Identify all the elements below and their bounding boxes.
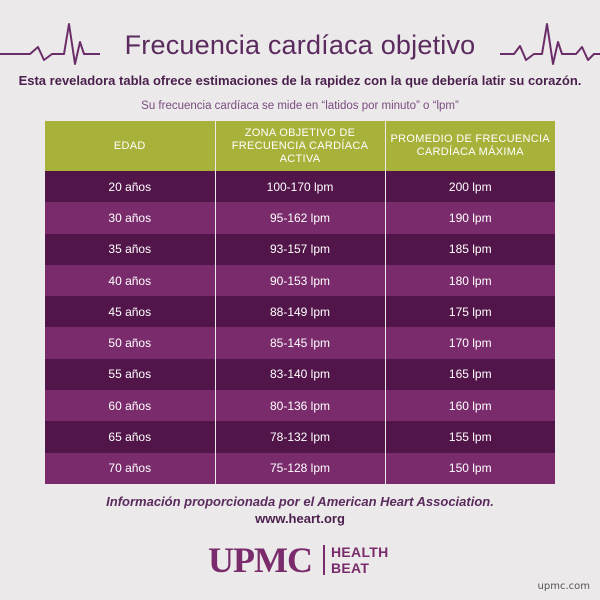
cell-max-rate: 190 lpm	[385, 202, 555, 234]
logo-tagline-health: HEALTH	[331, 544, 389, 560]
cell-target-zone: 85-145 lpm	[215, 327, 386, 359]
cell-max-rate: 170 lpm	[385, 327, 555, 359]
cell-max-rate: 200 lpm	[385, 171, 555, 203]
cell-max-rate: 175 lpm	[385, 296, 555, 328]
page-subtitle: Esta reveladora tabla ofrece estimacione…	[18, 73, 582, 88]
table-header-row: EDAD ZONA OBJETIVO DE FRECUENCIA CARDÍAC…	[45, 121, 555, 171]
cell-age: 20 años	[45, 171, 216, 203]
heart-rate-table: EDAD ZONA OBJETIVO DE FRECUENCIA CARDÍAC…	[45, 121, 555, 484]
logo-divider	[323, 545, 325, 575]
cell-age: 35 años	[45, 233, 216, 265]
source-credit: Información proporcionada por el America…	[106, 494, 494, 509]
cell-target-zone: 75-128 lpm	[215, 452, 386, 484]
cell-age: 70 años	[45, 452, 216, 484]
table-row: 45 años 88-149 lpm 175 lpm	[45, 296, 555, 328]
logo-upmc-wordmark: UPMC	[208, 540, 313, 580]
cell-target-zone: 80-136 lpm	[215, 390, 386, 422]
cell-age: 65 años	[45, 421, 216, 453]
cell-max-rate: 180 lpm	[385, 264, 555, 297]
header-max-rate: PROMEDIO DE FRECUENCIA CARDÍACA MÁXIMA	[385, 121, 555, 171]
cell-age: 60 años	[45, 390, 216, 422]
header-banner	[0, 14, 600, 70]
cell-age: 50 años	[45, 327, 216, 359]
table-row: 35 años 93-157 lpm 185 lpm	[45, 233, 555, 265]
page-title: Frecuencia cardíaca objetivo	[124, 30, 476, 60]
measurement-note: Su frecuencia cardíaca se mide en “latid…	[141, 100, 459, 112]
cell-max-rate: 185 lpm	[385, 233, 555, 265]
header-target-zone: ZONA OBJETIVO DE FRECUENCIA CARDÍACA ACT…	[215, 121, 386, 171]
table-row: 20 años 100-170 lpm 200 lpm	[45, 171, 555, 203]
cell-age: 40 años	[45, 264, 216, 297]
cell-target-zone: 78-132 lpm	[215, 421, 386, 453]
table-row: 70 años 75-128 lpm 150 lpm	[45, 452, 555, 484]
cell-max-rate: 165 lpm	[385, 358, 555, 391]
site-watermark: upmc.com	[537, 581, 590, 592]
table-row: 30 años 95-162 lpm 190 lpm	[45, 202, 555, 234]
cell-target-zone: 93-157 lpm	[215, 233, 386, 265]
cell-age: 30 años	[45, 202, 216, 234]
source-url[interactable]: www.heart.org	[255, 511, 345, 526]
table-row: 65 años 78-132 lpm 155 lpm	[45, 421, 555, 453]
cell-age: 45 años	[45, 296, 216, 328]
cell-max-rate: 155 lpm	[385, 421, 555, 453]
logo-tagline: HEALTH BEAT	[331, 544, 389, 576]
cell-target-zone: 90-153 lpm	[215, 264, 386, 297]
cell-max-rate: 160 lpm	[385, 390, 555, 422]
cell-target-zone: 100-170 lpm	[215, 171, 386, 203]
cell-target-zone: 83-140 lpm	[215, 358, 386, 391]
table-row: 50 años 85-145 lpm 170 lpm	[45, 327, 555, 359]
cell-age: 55 años	[45, 358, 216, 391]
table-row: 40 años 90-153 lpm 180 lpm	[45, 264, 555, 297]
cell-target-zone: 88-149 lpm	[215, 296, 386, 328]
header-age: EDAD	[45, 121, 216, 171]
cell-target-zone: 95-162 lpm	[215, 202, 386, 234]
cell-max-rate: 150 lpm	[385, 452, 555, 484]
table-row: 55 años 83-140 lpm 165 lpm	[45, 358, 555, 391]
ecg-heartbeat-icon-right	[500, 23, 600, 65]
table-row: 60 años 80-136 lpm 160 lpm	[45, 390, 555, 422]
logo-tagline-beat: BEAT	[331, 560, 370, 576]
ecg-heartbeat-icon-left	[0, 23, 100, 65]
